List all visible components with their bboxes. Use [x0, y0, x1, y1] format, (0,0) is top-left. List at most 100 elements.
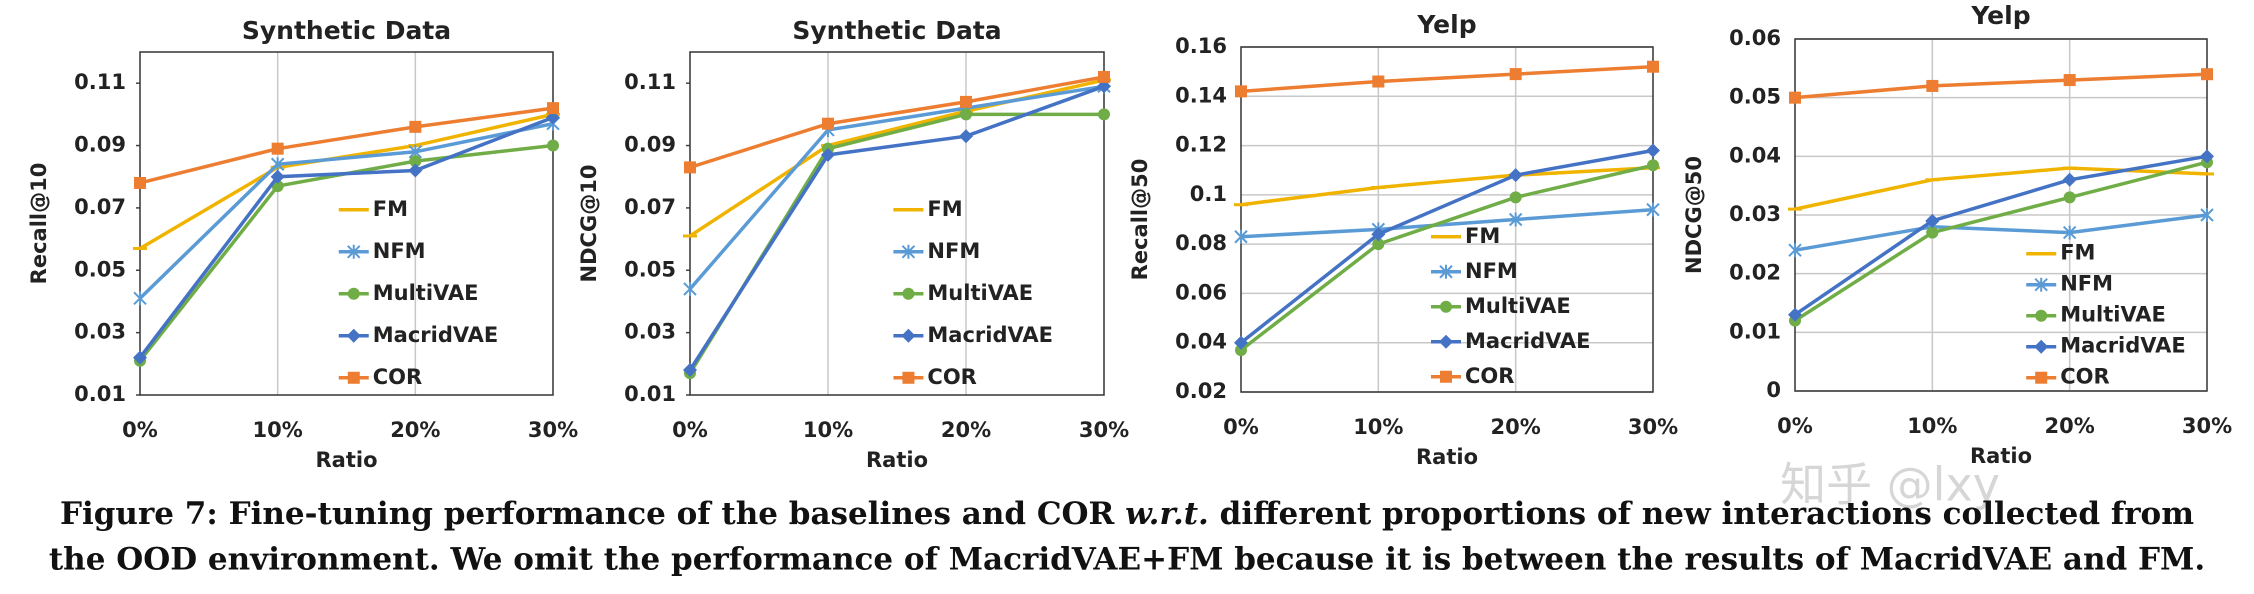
- legend-marker: [346, 328, 361, 343]
- legend-label: MultiVAE: [927, 281, 1033, 305]
- x-tick-label: 30%: [2182, 414, 2232, 438]
- marker: [547, 102, 559, 115]
- marker: [1646, 202, 1660, 217]
- legend-label: NFM: [2060, 272, 2113, 296]
- x-tick-label: 0%: [122, 418, 158, 442]
- y-tick-label: 0.11: [624, 70, 676, 94]
- y-tick-label: 0.09: [624, 133, 676, 157]
- series-line: [1240, 166, 1654, 207]
- y-tick-label: 0.11: [74, 70, 126, 94]
- x-tick-label: 10%: [1907, 414, 1957, 438]
- legend-label: NFM: [373, 239, 426, 263]
- marker: [270, 157, 285, 172]
- legend-label: MacridVAE: [927, 323, 1053, 347]
- legend-marker: [902, 287, 915, 300]
- legend-label: FM: [1465, 224, 1500, 248]
- x-tick-label: 30%: [1628, 415, 1678, 439]
- x-axis-label: Ratio: [1416, 445, 1478, 469]
- y-tick-label: 0.01: [74, 382, 126, 406]
- marker: [683, 281, 697, 296]
- x-axis-label: Ratio: [1970, 444, 2032, 468]
- legend-label: COR: [373, 365, 422, 389]
- y-tick-label: 0.05: [1729, 85, 1781, 109]
- marker: [1235, 85, 1247, 98]
- y-tick-label: 0.08: [1175, 231, 1227, 255]
- marker: [822, 117, 834, 130]
- marker: [133, 350, 147, 365]
- plot-frame: [1240, 46, 1654, 393]
- marker: [960, 95, 972, 108]
- chart-title: Synthetic Data: [792, 16, 1001, 45]
- legend-marker: [2034, 277, 2048, 292]
- legend-label: MultiVAE: [2060, 303, 2166, 327]
- marker: [1509, 191, 1522, 204]
- x-tick-label: 0%: [1223, 415, 1259, 439]
- legend-marker: [347, 244, 361, 259]
- marker: [683, 363, 697, 378]
- marker: [684, 161, 696, 174]
- y-tick-label: 0.04: [1729, 143, 1781, 167]
- marker: [547, 139, 559, 152]
- legend-label: MultiVAE: [1465, 294, 1571, 318]
- y-tick-label: 0.06: [1729, 26, 1781, 50]
- x-tick-label: 10%: [253, 418, 303, 442]
- y-tick-label: 0.09: [74, 133, 126, 157]
- marker: [1371, 227, 1386, 242]
- legend-label: COR: [927, 365, 976, 389]
- marker: [959, 129, 973, 144]
- marker: [270, 169, 285, 184]
- y-tick-label: 0.07: [74, 195, 126, 219]
- marker: [1926, 79, 1939, 92]
- legend-label: NFM: [1465, 259, 1518, 283]
- y-tick-label: 0.16: [1175, 34, 1227, 58]
- marker: [134, 176, 146, 189]
- caption-line: the OOD environment. We omit the perform…: [49, 542, 2205, 578]
- y-tick-label: 0.03: [624, 320, 676, 344]
- series-line: [1240, 207, 1654, 239]
- legend-label: COR: [2060, 365, 2109, 389]
- x-axis-label: Ratio: [866, 448, 928, 472]
- y-tick-label: 0: [1766, 378, 1781, 402]
- marker: [409, 120, 422, 133]
- marker: [1647, 60, 1659, 73]
- marker: [1508, 212, 1523, 227]
- x-tick-label: 20%: [941, 418, 991, 442]
- legend-marker: [902, 371, 915, 384]
- marker: [1234, 335, 1248, 350]
- legend-marker: [901, 244, 916, 259]
- y-axis-label: Recall@50: [1128, 159, 1152, 281]
- legend-label: MultiVAE: [373, 281, 479, 305]
- legend-marker: [347, 287, 360, 300]
- chart-title: Yelp: [1416, 10, 1476, 39]
- series-line: [1240, 64, 1654, 94]
- y-axis-label: Recall@10: [27, 163, 51, 285]
- y-tick-label: 0.02: [1175, 379, 1227, 403]
- legend-label: FM: [373, 197, 408, 221]
- y-axis-label: NDCG@50: [1682, 156, 1706, 274]
- y-tick-label: 0.01: [1729, 319, 1781, 343]
- marker: [1234, 229, 1248, 244]
- marker: [133, 291, 147, 306]
- marker: [1647, 159, 1659, 172]
- legend-label: MacridVAE: [2060, 334, 2186, 358]
- marker: [2201, 68, 2213, 81]
- series-line: [688, 84, 1105, 371]
- plot-frame: [139, 51, 554, 396]
- legend-label: MacridVAE: [373, 323, 499, 347]
- legend-label: COR: [1465, 364, 1514, 388]
- y-tick-label: 0.07: [624, 195, 676, 219]
- marker: [2063, 191, 2076, 204]
- series-line: [1794, 213, 2208, 252]
- marker: [2062, 225, 2077, 240]
- marker: [960, 108, 972, 121]
- legend-marker: [1440, 300, 1452, 313]
- y-tick-label: 0.03: [1729, 202, 1781, 226]
- legend-label: FM: [2060, 241, 2095, 265]
- x-tick-label: 0%: [672, 418, 708, 442]
- marker: [1509, 68, 1522, 81]
- series-line: [1239, 163, 1654, 352]
- marker: [1926, 226, 1939, 239]
